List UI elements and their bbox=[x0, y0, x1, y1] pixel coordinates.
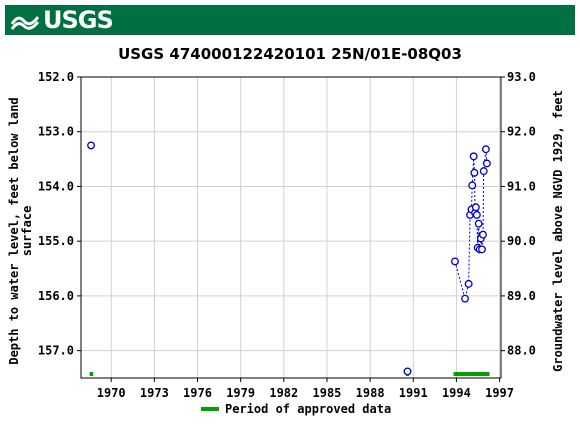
data-point bbox=[403, 367, 412, 376]
y-right-tick-label: 89.0 bbox=[507, 289, 536, 303]
data-point bbox=[479, 167, 488, 176]
y-right-tick-label: 92.0 bbox=[507, 125, 536, 139]
data-point bbox=[479, 230, 487, 239]
data-point bbox=[474, 219, 483, 228]
data-point bbox=[468, 181, 477, 190]
x-tick-label: 1985 bbox=[313, 386, 342, 400]
legend-label: Period of approved data bbox=[225, 402, 391, 416]
x-tick-label: 1994 bbox=[442, 386, 471, 400]
y-right-axis-title: Groundwater level above NGVD 1929, feet bbox=[551, 90, 565, 372]
grid-layer bbox=[81, 76, 501, 378]
y-right-tick-label: 91.0 bbox=[507, 179, 536, 193]
y-right-tick-label: 88.0 bbox=[507, 344, 536, 358]
data-point bbox=[470, 168, 479, 177]
y-left-tick-label: 153.0 bbox=[38, 125, 74, 139]
y-left-axis-title-line2: surface bbox=[20, 206, 34, 257]
data-points-layer bbox=[87, 141, 491, 376]
chart-title: USGS 474000122420101 25N/01E-08Q03 bbox=[118, 45, 462, 63]
data-point bbox=[461, 294, 469, 303]
data-point bbox=[451, 257, 459, 266]
x-tick-label: 1988 bbox=[356, 386, 385, 400]
data-point bbox=[472, 210, 481, 219]
plot-frame bbox=[80, 76, 502, 379]
y-left-tick-label: 157.0 bbox=[38, 344, 74, 358]
x-tick-label: 1991 bbox=[399, 386, 428, 400]
y-right-axis-ticks: 93.0 92.0 91.0 90.0 89.0 88.0 bbox=[501, 70, 536, 358]
y-left-tick-label: 155.0 bbox=[38, 234, 74, 248]
y-left-axis-ticks: 152.0 153.0 154.0 155.0 156.0 157.0 bbox=[38, 70, 81, 358]
x-tick-label: 1970 bbox=[97, 386, 126, 400]
data-point bbox=[482, 159, 491, 168]
data-point bbox=[471, 203, 480, 212]
data-point bbox=[464, 279, 473, 288]
data-point bbox=[478, 245, 486, 254]
usgs-wave-icon bbox=[11, 16, 39, 30]
y-left-axis-title-line1: Depth to water level, feet below land bbox=[7, 97, 21, 364]
data-point bbox=[87, 141, 96, 150]
x-tick-label: 1976 bbox=[183, 386, 212, 400]
x-axis-ticks: 1970 1973 1976 1979 1982 1985 1988 1991 1994 1997 bbox=[97, 378, 514, 400]
x-tick-label: 1997 bbox=[485, 386, 514, 400]
x-tick-label: 1979 bbox=[226, 386, 255, 400]
usgs-header-banner: USGS bbox=[5, 5, 575, 35]
y-right-tick-label: 93.0 bbox=[507, 70, 536, 84]
data-point bbox=[481, 145, 490, 154]
y-left-tick-label: 154.0 bbox=[38, 179, 74, 193]
data-point bbox=[469, 152, 478, 161]
y-left-tick-label: 156.0 bbox=[38, 289, 74, 303]
y-right-tick-label: 90.0 bbox=[507, 234, 536, 248]
y-left-tick-label: 152.0 bbox=[38, 70, 74, 84]
usgs-logo-text: USGS bbox=[43, 6, 114, 34]
x-tick-label: 1982 bbox=[269, 386, 298, 400]
x-tick-label: 1973 bbox=[140, 386, 169, 400]
